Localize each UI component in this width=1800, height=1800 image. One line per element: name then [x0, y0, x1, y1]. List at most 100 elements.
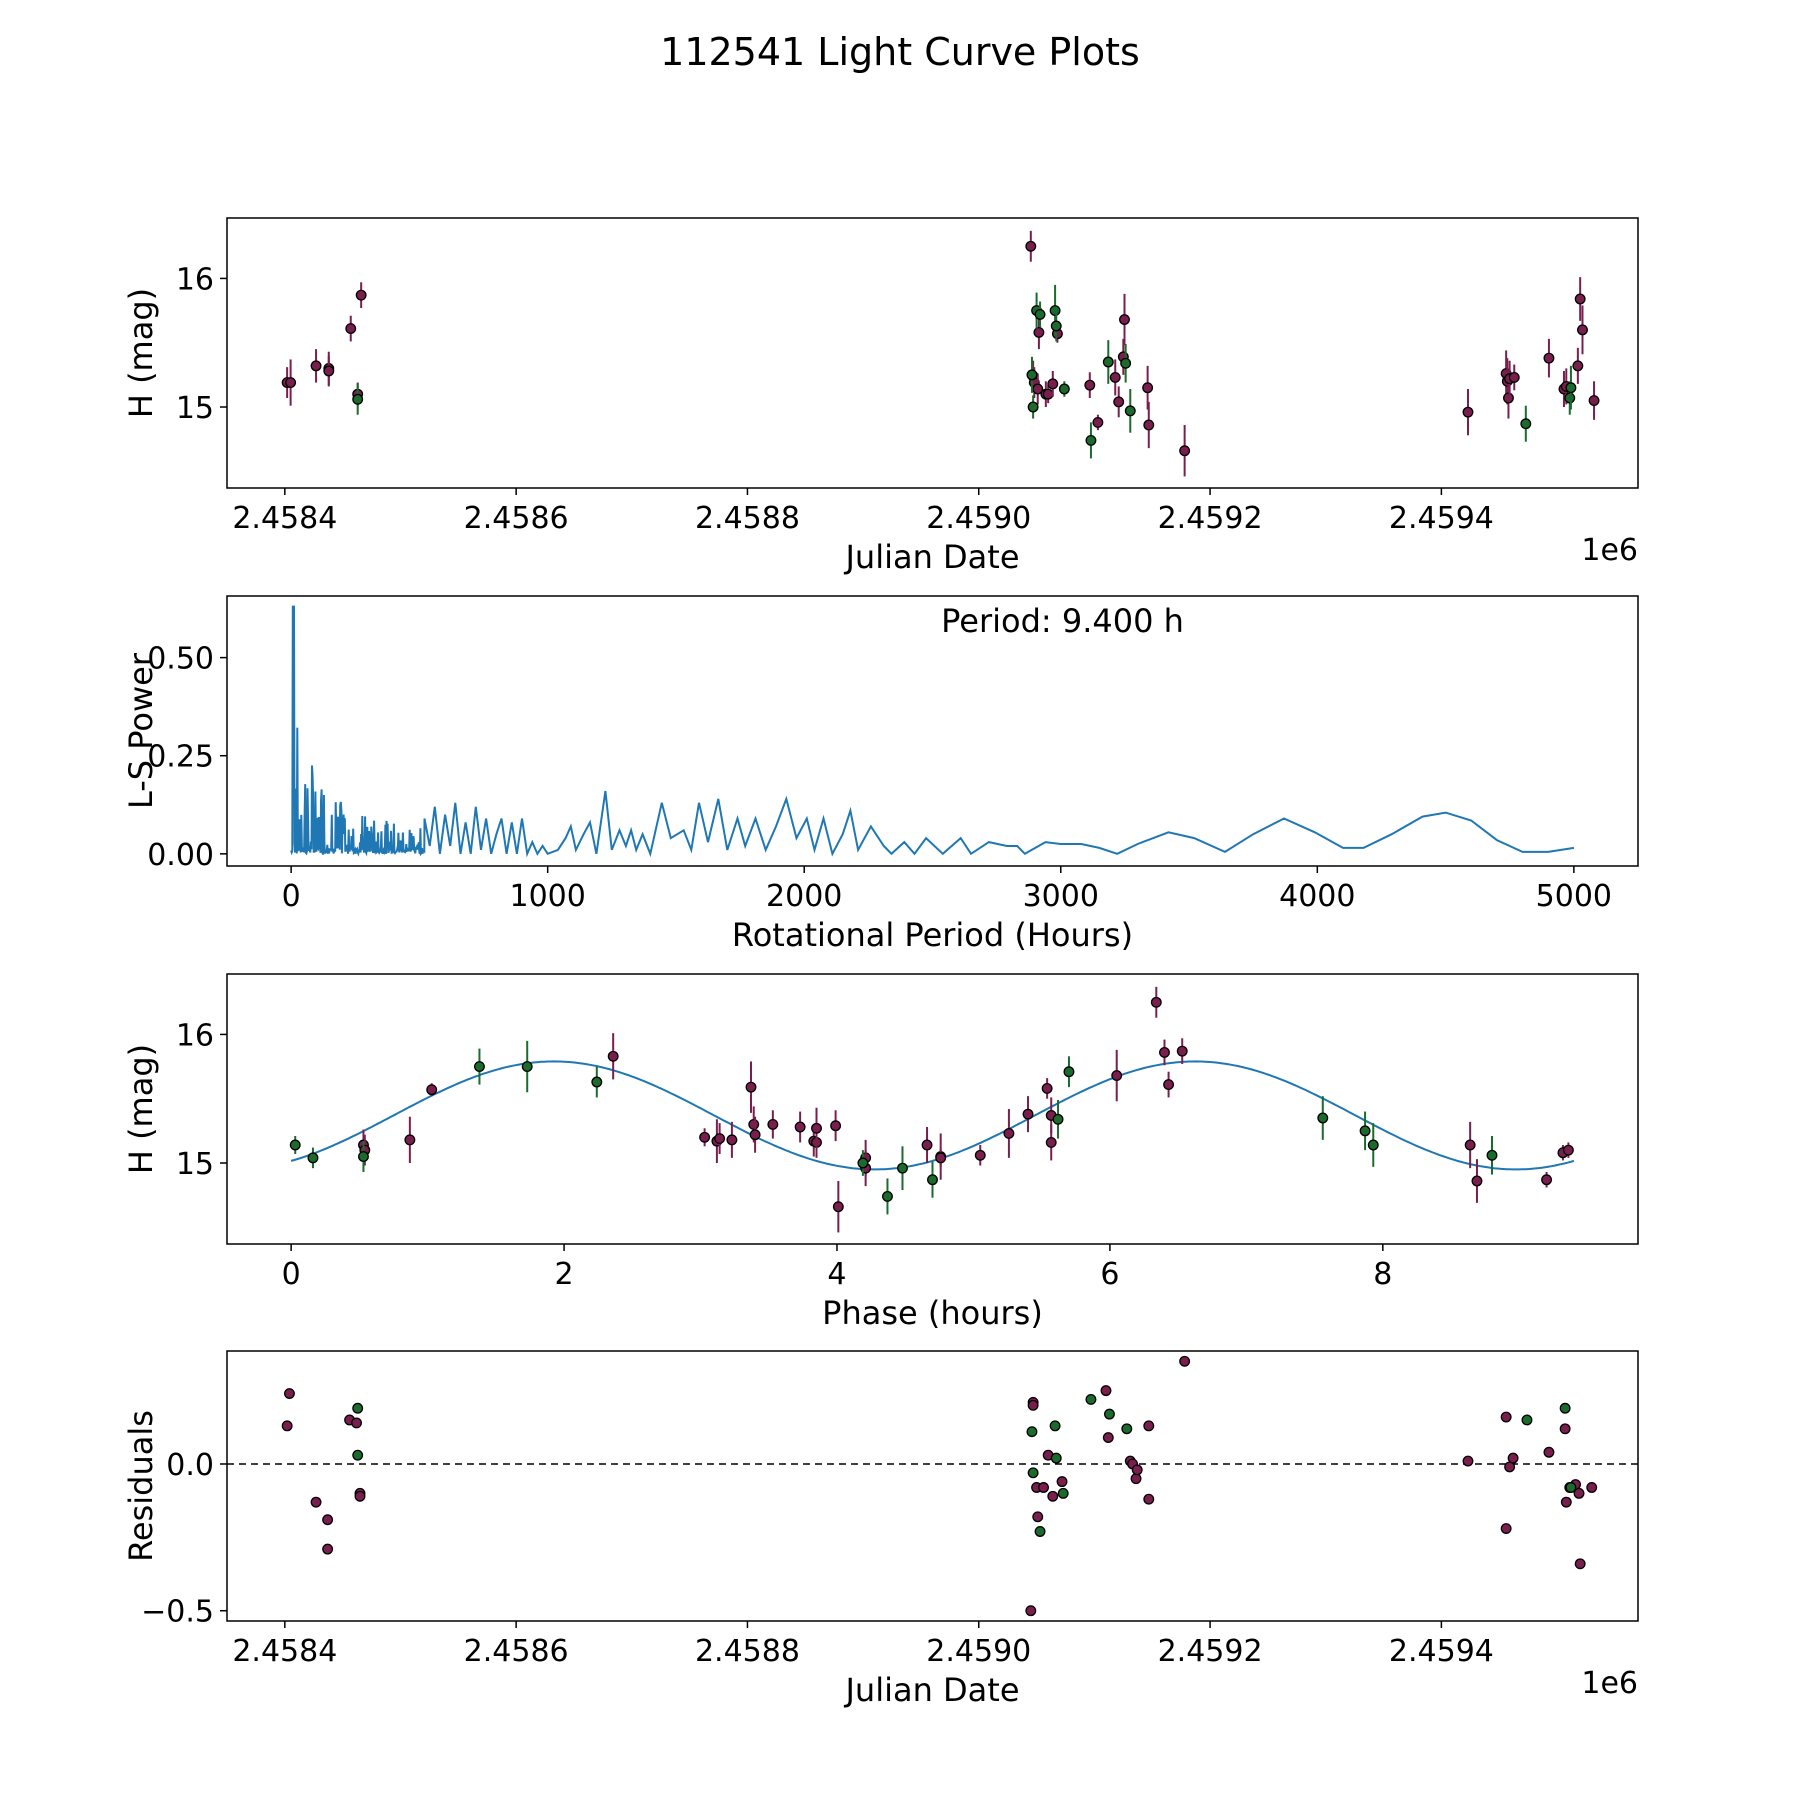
- data-point: [355, 289, 367, 301]
- data-point: [1085, 1393, 1097, 1405]
- data-point: [749, 1129, 761, 1141]
- data-point: [1471, 1175, 1483, 1187]
- x-tick-label: 2.4590: [926, 1634, 1031, 1669]
- data-point: [1541, 1174, 1553, 1186]
- data-point: [1063, 1066, 1075, 1078]
- x-tick-label: 2.4584: [232, 501, 337, 536]
- data-point: [1032, 1511, 1044, 1523]
- x-tick-label: 2.4588: [695, 501, 800, 536]
- x-axis-label: Julian Date: [843, 1671, 1019, 1709]
- plot-area: [290, 605, 1575, 858]
- data-point: [354, 1490, 366, 1502]
- x-tick-label: 3000: [1023, 879, 1099, 914]
- data-point: [767, 1118, 779, 1130]
- data-point: [1027, 401, 1039, 413]
- x-offset-label: 1e6: [1581, 1666, 1638, 1701]
- data-point: [897, 1162, 908, 1174]
- x-tick-label: 2.4586: [464, 1634, 569, 1669]
- x-tick-label: 2.4586: [464, 501, 569, 536]
- series-primary: [281, 230, 1600, 477]
- data-point: [699, 1131, 711, 1143]
- data-point: [1577, 324, 1588, 336]
- data-point: [1520, 418, 1532, 430]
- light-curve-panel: 2.4584 2.4586 2.4588 2.4590 2.4592 2.4594 15 16…: [122, 217, 1639, 576]
- data-point: [882, 1190, 893, 1202]
- data-point: [1500, 1523, 1512, 1535]
- data-point: [1047, 378, 1059, 390]
- data-point: [1359, 1125, 1371, 1137]
- data-point: [1047, 1490, 1059, 1502]
- data-point: [1041, 1082, 1053, 1094]
- data-point: [1559, 1402, 1571, 1414]
- data-point: [1109, 371, 1121, 383]
- data-point: [1500, 1411, 1512, 1423]
- data-point: [1058, 383, 1070, 395]
- data-point: [1025, 240, 1037, 252]
- x-tick-label: 8: [1373, 1257, 1392, 1292]
- data-point: [307, 1152, 319, 1164]
- x-tick-label: 2.4592: [1158, 501, 1263, 536]
- data-point: [426, 1084, 438, 1096]
- data-point: [1543, 352, 1555, 364]
- data-point: [1025, 1605, 1037, 1617]
- data-point: [285, 377, 297, 389]
- y-axis-label: H (mag): [122, 1044, 160, 1174]
- data-point: [1565, 382, 1577, 394]
- data-point: [1179, 445, 1191, 457]
- data-point: [1367, 1139, 1379, 1151]
- data-point: [1100, 1385, 1112, 1397]
- data-point: [352, 1402, 364, 1414]
- data-point: [1143, 1420, 1155, 1432]
- data-point: [521, 1061, 533, 1073]
- phase-folded-panel: 0 2 4 6 8 15 16 Phase (hours) H (mag): [122, 973, 1639, 1332]
- data-point: [1113, 396, 1125, 408]
- y-axis-label: H (mag): [122, 288, 160, 418]
- data-point: [310, 360, 322, 372]
- data-point: [1111, 1070, 1123, 1082]
- data-point: [1124, 405, 1136, 417]
- data-point: [1052, 1113, 1064, 1125]
- data-point: [1042, 388, 1054, 400]
- data-point: [1507, 1452, 1519, 1464]
- axes-frame: [226, 217, 1639, 489]
- series-primary: [358, 986, 1574, 1233]
- data-point: [714, 1133, 726, 1145]
- data-point: [1049, 1420, 1061, 1432]
- data-point: [1543, 1446, 1555, 1458]
- data-point: [1084, 379, 1096, 391]
- x-axis-label: Rotational Period (Hours): [732, 916, 1133, 954]
- data-point: [1150, 996, 1162, 1008]
- data-point: [607, 1050, 619, 1062]
- x-tick-label: 2.4594: [1389, 1634, 1494, 1669]
- data-point: [832, 1201, 844, 1213]
- y-tick-label: 16: [176, 1018, 214, 1053]
- data-point: [1142, 382, 1154, 394]
- data-point: [281, 1420, 293, 1432]
- data-point: [1034, 1526, 1046, 1537]
- data-point: [474, 1061, 485, 1073]
- data-point: [1586, 1482, 1598, 1493]
- data-point: [1056, 1476, 1068, 1488]
- x-tick-label: 2.4592: [1158, 1634, 1263, 1669]
- data-point: [284, 1388, 295, 1400]
- data-point: [322, 1514, 334, 1526]
- data-point: [1588, 395, 1600, 407]
- data-point: [591, 1076, 603, 1088]
- data-point: [323, 365, 335, 377]
- y-tick-label: −0.5: [141, 1595, 214, 1630]
- data-point: [358, 1151, 369, 1163]
- data-point: [830, 1120, 842, 1132]
- data-point: [921, 1139, 933, 1151]
- power-spectrum-line: [290, 605, 1575, 858]
- data-point: [1159, 1046, 1170, 1058]
- data-point: [1121, 1423, 1133, 1435]
- data-point: [1462, 406, 1474, 418]
- data-point: [1049, 305, 1061, 317]
- plot-area: [281, 230, 1600, 477]
- data-point: [1163, 1079, 1175, 1091]
- x-tick-label: 2.4594: [1389, 501, 1494, 536]
- y-tick-label: 0.50: [147, 642, 214, 677]
- data-point: [811, 1122, 822, 1134]
- data-point: [1464, 1139, 1476, 1151]
